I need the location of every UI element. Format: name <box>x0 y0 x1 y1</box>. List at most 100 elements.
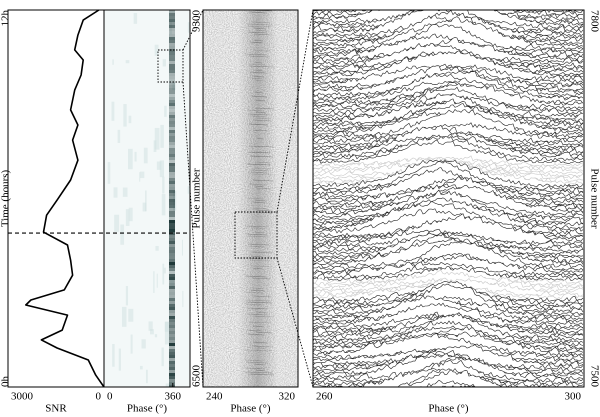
pulse-stripe <box>255 185 264 188</box>
trace <box>313 65 584 94</box>
pulse-streak <box>169 73 175 76</box>
y-tick-label: 7800 <box>588 10 600 33</box>
pulse-stripe <box>255 231 264 234</box>
pulse-stripe <box>247 329 263 332</box>
pulse-stripe <box>247 31 267 34</box>
pulse-streak <box>169 223 175 226</box>
pulse-stripe <box>255 61 263 64</box>
pulse-streak <box>169 355 175 358</box>
pulse-stripe <box>249 183 267 186</box>
pulse-stripe <box>252 345 272 348</box>
trace <box>313 0 583 2</box>
faint-streak <box>156 161 162 170</box>
x-tick-label: 360 <box>165 391 182 403</box>
pulse-streak <box>169 277 175 280</box>
pulse-stripe <box>249 55 268 58</box>
pulse-streak <box>169 247 175 250</box>
pulse-stripe <box>250 289 265 292</box>
pulse-streak <box>169 304 175 307</box>
pulse-streak <box>169 22 175 25</box>
faint-streak <box>139 172 141 182</box>
pulse-streak <box>169 265 175 268</box>
trace <box>313 42 584 66</box>
pulse-streak <box>169 148 175 151</box>
pulse-stripe <box>251 227 265 230</box>
trace <box>313 50 584 78</box>
pulse-stripe <box>251 169 270 172</box>
trace <box>394 368 494 387</box>
trace <box>313 109 584 139</box>
faint-streak <box>112 59 114 65</box>
pulse-streak <box>169 289 175 292</box>
faint-streak <box>181 239 183 256</box>
pulse-streak <box>169 349 175 352</box>
trace <box>313 359 584 387</box>
pulse-stripe <box>256 347 266 350</box>
images <box>104 9 298 387</box>
pulse-stripe <box>252 21 271 24</box>
pulse-stripe <box>255 79 265 82</box>
pulse-stripe <box>252 201 266 204</box>
trace <box>394 369 513 387</box>
faint-streak <box>156 273 158 288</box>
faint-streak <box>161 347 164 367</box>
pulse-streak <box>169 19 175 22</box>
trace <box>313 160 584 191</box>
pulse-streak <box>169 187 175 190</box>
x-tick-label: 0 <box>107 391 113 403</box>
x-axis-label: SNR <box>45 403 67 415</box>
faint-streak <box>162 59 166 67</box>
pulse-streak <box>169 37 175 40</box>
pulse-stripe <box>248 65 274 68</box>
pulse-streak <box>169 43 175 46</box>
pulse-streak <box>169 346 175 349</box>
trace <box>313 313 584 341</box>
trace <box>313 201 584 232</box>
pulse-stripe <box>247 307 268 310</box>
pulse-streak <box>169 352 175 355</box>
pulse-streak <box>169 97 175 100</box>
faint-streak <box>162 176 165 194</box>
pulse-streak <box>169 358 175 361</box>
pulse-streak <box>169 364 175 367</box>
trace <box>313 10 584 27</box>
pulse-stripe <box>254 167 272 170</box>
marks <box>8 0 584 388</box>
y-tick-label: 12h <box>0 10 12 27</box>
pulse-streak <box>169 298 175 301</box>
pulse-stripe <box>254 199 266 202</box>
trace <box>313 302 584 326</box>
trace <box>313 261 584 276</box>
faint-streak <box>182 290 184 308</box>
faint-streak <box>130 334 133 354</box>
pulse-streak <box>169 343 175 346</box>
pulse-streak <box>169 211 175 214</box>
snr-line <box>25 9 105 388</box>
pulse-streak <box>169 385 175 387</box>
pulse-stripe <box>246 25 272 28</box>
pulse-streak <box>169 118 175 121</box>
faint-streak <box>154 44 159 56</box>
pulse-stripe <box>251 171 268 174</box>
faint-streak <box>128 308 134 322</box>
faint-streak <box>139 365 143 370</box>
pulse-streak <box>169 40 175 43</box>
pulse-stripe <box>245 303 263 306</box>
panel-frame <box>7 9 191 388</box>
trace <box>313 103 584 133</box>
pulse-streak <box>169 271 175 274</box>
pulse-streak <box>169 52 175 55</box>
faint-streak <box>128 115 132 124</box>
pulse-stripe <box>255 69 263 72</box>
pulse-streak <box>169 100 175 103</box>
pulse-stripe <box>253 295 273 298</box>
pulse-streak <box>169 133 175 136</box>
faint-streak <box>107 162 111 184</box>
x-tick-label: 0 <box>96 391 102 403</box>
pulse-streak <box>169 79 175 82</box>
trace <box>313 231 584 248</box>
trace <box>313 0 583 5</box>
trace <box>313 65 584 89</box>
trace <box>313 233 584 258</box>
pulse-stripe <box>247 333 264 336</box>
